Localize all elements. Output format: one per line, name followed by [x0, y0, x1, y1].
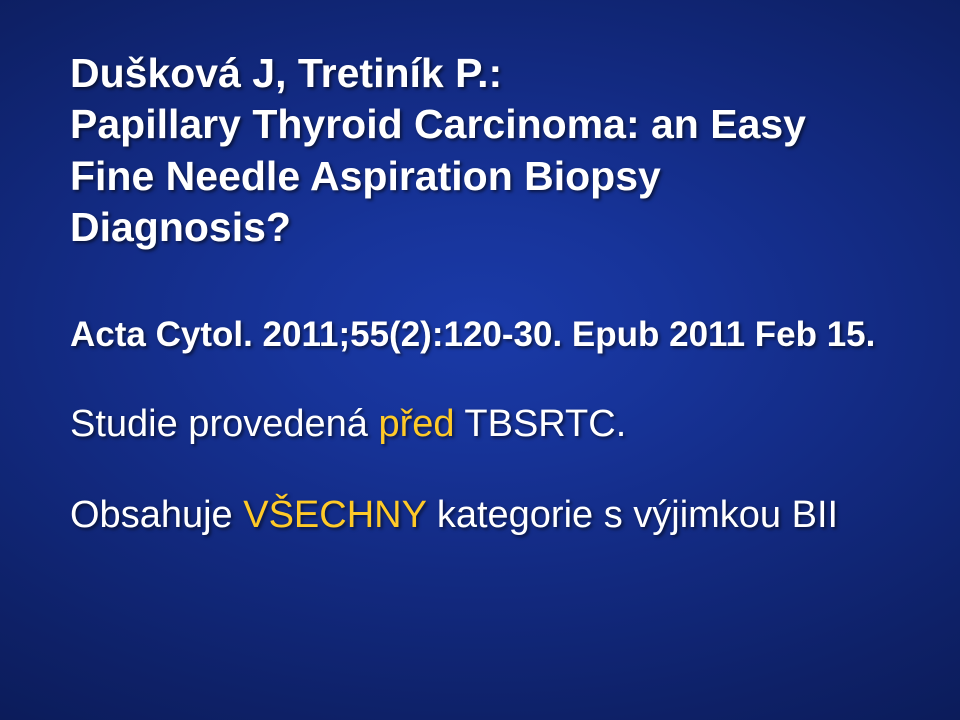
citation-line: Acta Cytol. 2011;55(2):120-30. Epub 2011… — [70, 313, 890, 357]
body1-prefix: Studie provedená — [70, 403, 378, 445]
body-line-1: Studie provedená před TBSRTC. — [70, 401, 890, 449]
body2-prefix: Obsahuje — [70, 494, 243, 536]
body1-suffix: TBSRTC. — [455, 403, 627, 445]
body-line-2: Obsahuje VŠECHNY kategorie s výjimkou BI… — [70, 492, 890, 540]
slide: Dušková J, Tretiník P.: Papillary Thyroi… — [0, 0, 960, 720]
author-line: Dušková J, Tretiník P.: — [70, 48, 890, 99]
body2-highlight: VŠECHNY — [243, 494, 426, 536]
body1-highlight: před — [378, 403, 454, 445]
body2-suffix: kategorie s výjimkou BII — [426, 494, 838, 536]
title-line: Papillary Thyroid Carcinoma: an Easy Fin… — [70, 99, 890, 253]
